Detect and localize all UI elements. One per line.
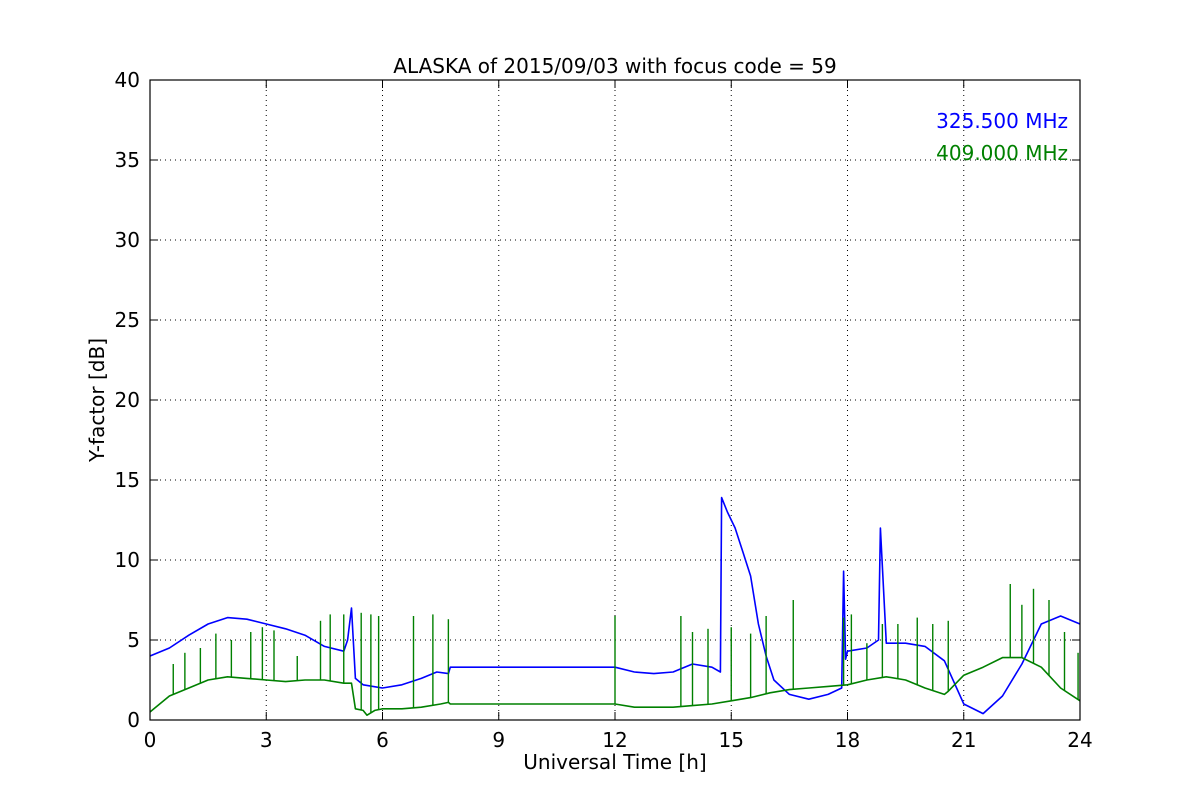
x-tick-label: 0 [144, 728, 157, 752]
y-tick-label: 15 [115, 468, 140, 492]
y-tick-label: 35 [115, 148, 140, 172]
legend-entry-325-mhz: 325.500 MHz [936, 109, 1068, 133]
y-tick-label: 40 [115, 68, 140, 92]
y-tick-label: 25 [115, 308, 140, 332]
series-layer [149, 496, 1081, 717]
y-tick-label: 30 [115, 228, 140, 252]
x-tick-label: 18 [835, 728, 860, 752]
x-tick-label: 21 [951, 728, 976, 752]
x-tick-label: 9 [492, 728, 505, 752]
x-tick-label: 15 [719, 728, 744, 752]
x-axis-label: Universal Time [h] [523, 750, 706, 774]
series-line [149, 656, 1081, 717]
x-tick-label: 6 [376, 728, 389, 752]
legend-entry-409-mhz: 409.000 MHz [936, 141, 1068, 165]
legend: 325.500 MHz 409.000 MHz [936, 109, 1068, 165]
y-tick-label: 20 [115, 388, 140, 412]
ticks: 0 3 6 9 12 15 18 21 24 0 5 10 15 20 25 30 35 40 [115, 68, 1093, 752]
x-tick-label: 24 [1067, 728, 1092, 752]
y-tick-label: 0 [127, 708, 140, 732]
x-tick-label: 3 [260, 728, 273, 752]
grid [150, 80, 1080, 720]
x-tick-label: 12 [602, 728, 627, 752]
y-tick-label: 10 [115, 548, 140, 572]
y-axis-label: Y-factor [dB] [85, 338, 109, 463]
series-409-mhz [149, 584, 1081, 717]
y-tick-label: 5 [127, 628, 140, 652]
chart-title: ALASKA of 2015/09/03 with focus code = 5… [393, 54, 836, 78]
